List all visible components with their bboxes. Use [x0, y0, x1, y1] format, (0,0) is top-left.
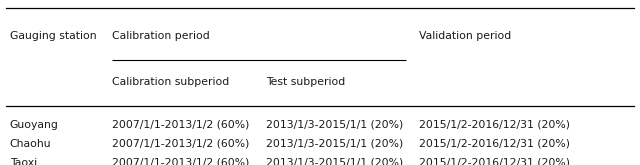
- Text: 2015/1/2-2016/12/31 (20%): 2015/1/2-2016/12/31 (20%): [419, 158, 570, 165]
- Text: Test subperiod: Test subperiod: [266, 77, 345, 87]
- Text: 2015/1/2-2016/12/31 (20%): 2015/1/2-2016/12/31 (20%): [419, 120, 570, 130]
- Text: 2015/1/2-2016/12/31 (20%): 2015/1/2-2016/12/31 (20%): [419, 139, 570, 148]
- Text: Chaohu: Chaohu: [10, 139, 51, 148]
- Text: Calibration period: Calibration period: [112, 31, 210, 41]
- Text: 2007/1/1-2013/1/2 (60%): 2007/1/1-2013/1/2 (60%): [112, 139, 250, 148]
- Text: Calibration subperiod: Calibration subperiod: [112, 77, 229, 87]
- Text: 2007/1/1-2013/1/2 (60%): 2007/1/1-2013/1/2 (60%): [112, 158, 250, 165]
- Text: 2013/1/3-2015/1/1 (20%): 2013/1/3-2015/1/1 (20%): [266, 139, 403, 148]
- Text: 2013/1/3-2015/1/1 (20%): 2013/1/3-2015/1/1 (20%): [266, 120, 403, 130]
- Text: 2013/1/3-2015/1/1 (20%): 2013/1/3-2015/1/1 (20%): [266, 158, 403, 165]
- Text: Gauging station: Gauging station: [10, 31, 96, 41]
- Text: Guoyang: Guoyang: [10, 120, 58, 130]
- Text: 2007/1/1-2013/1/2 (60%): 2007/1/1-2013/1/2 (60%): [112, 120, 250, 130]
- Text: Validation period: Validation period: [419, 31, 511, 41]
- Text: Taoxi: Taoxi: [10, 158, 36, 165]
